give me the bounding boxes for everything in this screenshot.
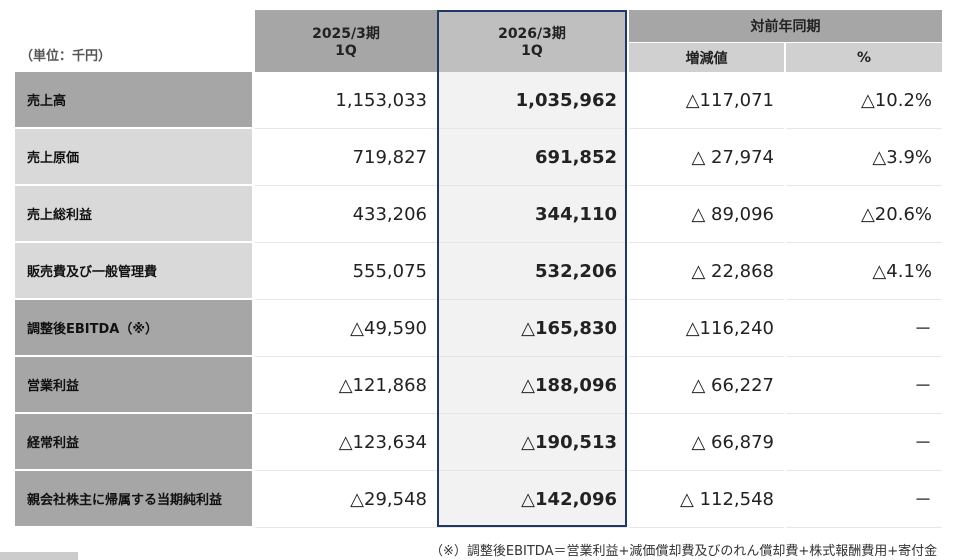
cell: △123,634 <box>255 414 437 471</box>
cell: △165,830 <box>437 300 627 357</box>
cell: － <box>786 414 942 471</box>
cell: △188,096 <box>437 357 627 414</box>
cell: △ 66,879 <box>629 414 784 471</box>
row-label: 売上総利益 <box>15 186 252 243</box>
header-curr: 2026/3期 1Q <box>437 10 627 72</box>
cell: △117,071 <box>629 72 784 129</box>
cell: － <box>786 300 942 357</box>
header-yoy: 対前年同期 <box>629 10 942 42</box>
footnote: （※）調整後EBITDA＝営業利益+減価償却費及びのれん償却費+株式報酬費用+寄… <box>430 543 938 559</box>
cell: △4.1% <box>786 243 942 300</box>
header-prev: 2025/3期 1Q <box>255 10 437 72</box>
cell: 719,827 <box>255 129 437 186</box>
cell: △3.9% <box>786 129 942 186</box>
header-text: 1Q <box>521 43 543 59</box>
cell: 532,206 <box>437 243 627 300</box>
cell: 344,110 <box>437 186 627 243</box>
cell: － <box>786 471 942 528</box>
cell: △10.2% <box>786 72 942 129</box>
unit-label: （単位：千円） <box>20 48 112 64</box>
cell: 555,075 <box>255 243 437 300</box>
header-diff: 増減値 <box>629 43 784 72</box>
cell: △ 66,227 <box>629 357 784 414</box>
cell: △ 22,868 <box>629 243 784 300</box>
corner-block <box>0 552 78 560</box>
header-text: 2026/3期 <box>498 26 566 42</box>
cell: △ 27,974 <box>629 129 784 186</box>
row-label: 調整後EBITDA（※） <box>15 300 252 357</box>
cell: △142,096 <box>437 471 627 528</box>
cell: △ 112,548 <box>629 471 784 528</box>
cell: △116,240 <box>629 300 784 357</box>
cell: － <box>786 357 942 414</box>
header-text: 2025/3期 <box>312 26 380 42</box>
cell: △190,513 <box>437 414 627 471</box>
cell: 1,153,033 <box>255 72 437 129</box>
highlight-frame <box>437 10 627 527</box>
cell: 691,852 <box>437 129 627 186</box>
header-text: 1Q <box>335 43 357 59</box>
row-label: 営業利益 <box>15 357 252 414</box>
row-label: 売上原価 <box>15 129 252 186</box>
cell: 1,035,962 <box>437 72 627 129</box>
cell: △29,548 <box>255 471 437 528</box>
row-label: 販売費及び一般管理費 <box>15 243 252 300</box>
cell: 433,206 <box>255 186 437 243</box>
cell: △49,590 <box>255 300 437 357</box>
cell: △121,868 <box>255 357 437 414</box>
row-label: 親会社株主に帰属する当期純利益 <box>15 471 252 528</box>
row-label: 経常利益 <box>15 414 252 471</box>
row-label: 売上高 <box>15 72 252 129</box>
cell: △20.6% <box>786 186 942 243</box>
header-pct: % <box>786 43 942 72</box>
cell: △ 89,096 <box>629 186 784 243</box>
